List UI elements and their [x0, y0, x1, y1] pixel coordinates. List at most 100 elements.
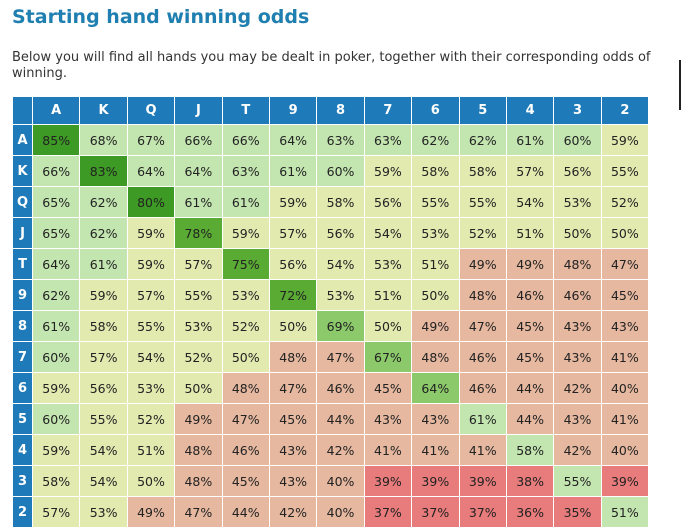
odds-cell: 60% [316, 155, 365, 187]
odds-cell: 54% [316, 248, 365, 280]
column-header-6: 6 [411, 96, 460, 125]
odds-cell: 50% [363, 310, 413, 342]
odds-cell: 78% [174, 217, 223, 249]
odds-cell: 57% [174, 248, 223, 280]
odds-cell: 64% [174, 155, 223, 187]
odds-cell: 64% [126, 155, 176, 187]
odds-cell: 59% [31, 434, 81, 466]
odds-cell: 40% [316, 465, 365, 497]
corner-cell [12, 96, 33, 125]
odds-cell: 49% [174, 403, 223, 435]
odds-cell: 53% [411, 217, 460, 249]
odds-cell: 49% [126, 496, 176, 528]
odds-cell: 53% [221, 279, 270, 311]
odds-cell: 55% [600, 155, 650, 187]
column-header-t: T [221, 96, 270, 125]
odds-cell: 58% [505, 434, 555, 466]
odds-cell: 52% [458, 217, 507, 249]
page-title: Starting hand winning odds [12, 6, 310, 28]
odds-cell: 43% [363, 403, 413, 435]
odds-cell: 41% [458, 434, 507, 466]
row-header-2: 2 [12, 496, 33, 528]
odds-cell: 50% [553, 217, 602, 249]
odds-cell: 58% [316, 186, 365, 218]
table-row: 9 62% 59% 57% 55% 53% 72% 53% 51% 50% 48% 46% 46% 45% [12, 279, 650, 311]
table-row: 4 59% 54% 51% 48% 46% 43% 42% 41% 41% 41% 58% 42% 40% [12, 434, 650, 466]
odds-cell: 62% [458, 124, 507, 156]
odds-cell: 59% [79, 279, 128, 311]
odds-cell: 66% [221, 124, 270, 156]
odds-cell: 40% [316, 496, 365, 528]
odds-cell: 59% [600, 124, 650, 156]
row-header-8: 8 [12, 310, 33, 342]
odds-cell: 55% [458, 186, 507, 218]
odds-cell: 39% [458, 465, 507, 497]
odds-cell: 55% [411, 186, 460, 218]
odds-cell: 66% [31, 155, 81, 187]
odds-cell: 46% [316, 372, 365, 404]
odds-cell: 58% [411, 155, 460, 187]
odds-cell: 48% [458, 279, 507, 311]
row-header-a: A [12, 124, 33, 156]
intro-text: Below you will find all hands you may be… [12, 50, 651, 81]
odds-cell: 39% [411, 465, 460, 497]
odds-cell: 40% [600, 372, 650, 404]
odds-cell: 43% [553, 341, 602, 373]
row-header-k: K [12, 155, 33, 187]
odds-cell: 80% [126, 186, 176, 218]
odds-cell: 48% [174, 465, 223, 497]
odds-cell: 59% [268, 186, 318, 218]
odds-cell: 55% [126, 310, 176, 342]
odds-cell: 61% [221, 186, 270, 218]
odds-cell: 45% [600, 279, 650, 311]
odds-cell: 45% [505, 310, 555, 342]
odds-cell: 60% [553, 124, 602, 156]
odds-cell: 44% [221, 496, 270, 528]
odds-cell: 60% [31, 403, 81, 435]
odds-cell: 58% [79, 310, 128, 342]
column-header-3: 3 [553, 96, 602, 125]
odds-cell: 65% [31, 217, 81, 249]
odds-cell: 56% [316, 217, 365, 249]
odds-cell: 50% [221, 341, 270, 373]
table-row: T 64% 61% 59% 57% 75% 56% 54% 53% 51% 49% 49% 48% 47% [12, 248, 650, 280]
odds-cell: 55% [174, 279, 223, 311]
odds-cell: 53% [126, 372, 176, 404]
odds-cell: 47% [458, 310, 507, 342]
odds-cell: 53% [174, 310, 223, 342]
odds-cell: 46% [458, 372, 507, 404]
odds-cell: 53% [363, 248, 413, 280]
odds-cell: 61% [458, 403, 507, 435]
odds-cell: 55% [553, 465, 602, 497]
odds-cell: 51% [363, 279, 413, 311]
row-header-t: T [12, 248, 33, 280]
odds-cell: 43% [600, 310, 650, 342]
odds-cell: 83% [79, 155, 128, 187]
column-header-a: A [31, 96, 81, 125]
odds-cell: 64% [411, 372, 460, 404]
table-row: A 85% 68% 67% 66% 66% 64% 63% 63% 62% 62% 61% 60% 59% [12, 124, 650, 156]
odds-cell: 67% [126, 124, 176, 156]
odds-cell: 48% [221, 372, 270, 404]
odds-cell: 61% [31, 310, 81, 342]
column-header-5: 5 [458, 96, 507, 125]
odds-cell: 69% [316, 310, 365, 342]
odds-cell: 48% [268, 341, 318, 373]
odds-cell: 52% [174, 341, 223, 373]
odds-cell: 51% [126, 434, 176, 466]
odds-cell: 68% [79, 124, 128, 156]
odds-cell: 50% [126, 465, 176, 497]
odds-cell: 67% [363, 341, 413, 373]
odds-cell: 42% [316, 434, 365, 466]
odds-cell: 38% [505, 465, 555, 497]
odds-cell: 62% [79, 186, 128, 218]
odds-cell: 72% [268, 279, 318, 311]
odds-cell: 41% [600, 341, 650, 373]
odds-cell: 56% [553, 155, 602, 187]
odds-cell: 62% [79, 217, 128, 249]
row-header-3: 3 [12, 465, 33, 497]
odds-cell: 39% [363, 465, 413, 497]
odds-cell: 57% [79, 341, 128, 373]
odds-cell: 64% [31, 248, 81, 280]
